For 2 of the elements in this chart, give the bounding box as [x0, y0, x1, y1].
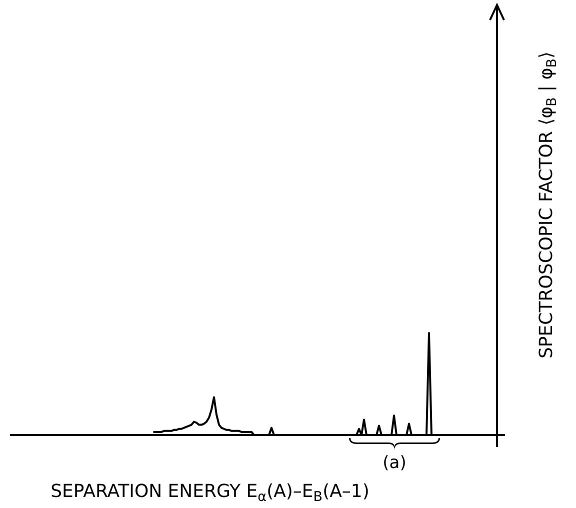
text: (a) [382, 453, 406, 473]
x-axis-title: SEPARATION ENERGY E$_{α}$(A)–E$_{B}$(A–1) [50, 481, 370, 506]
